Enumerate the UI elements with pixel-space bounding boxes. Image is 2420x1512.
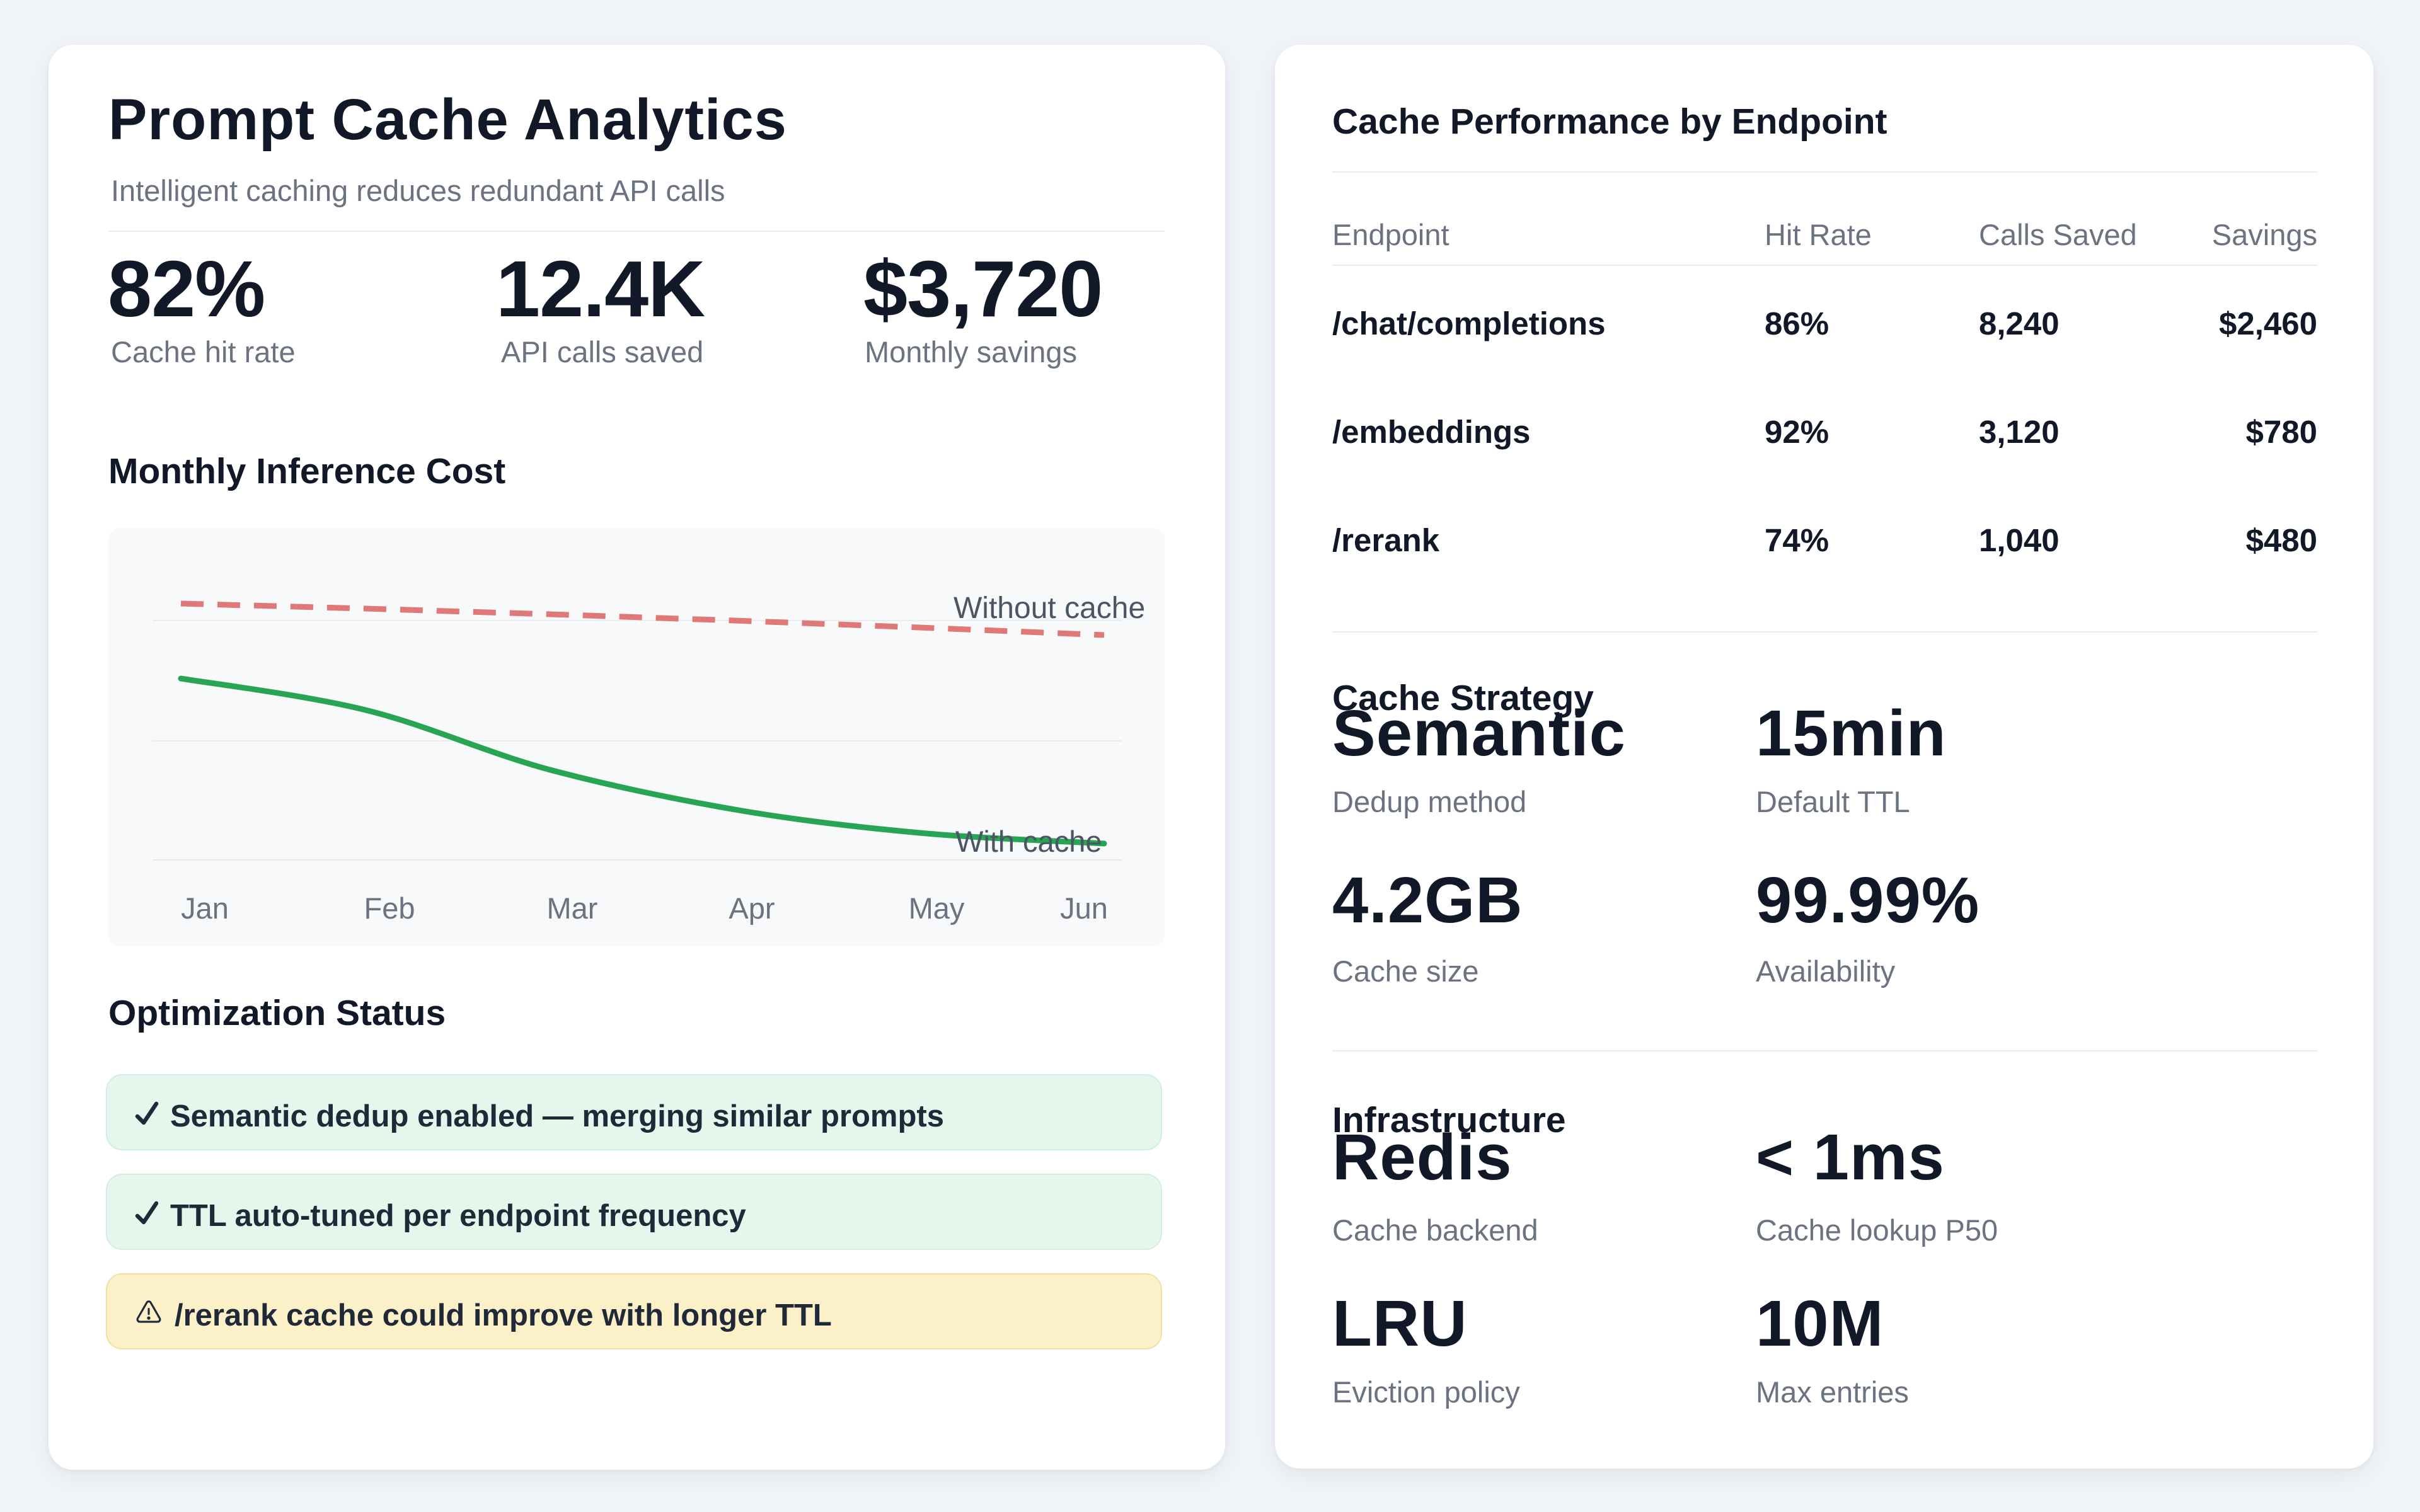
svg-text:Feb: Feb bbox=[364, 891, 415, 925]
svg-text:Without cache: Without cache bbox=[954, 592, 1145, 625]
svg-text:May: May bbox=[909, 891, 965, 925]
svg-text:With cache: With cache bbox=[955, 825, 1102, 858]
svg-text:Apr: Apr bbox=[729, 891, 775, 925]
svg-text:Mar: Mar bbox=[547, 891, 598, 925]
svg-text:Jun: Jun bbox=[1060, 891, 1108, 925]
svg-text:Jan: Jan bbox=[181, 891, 229, 925]
